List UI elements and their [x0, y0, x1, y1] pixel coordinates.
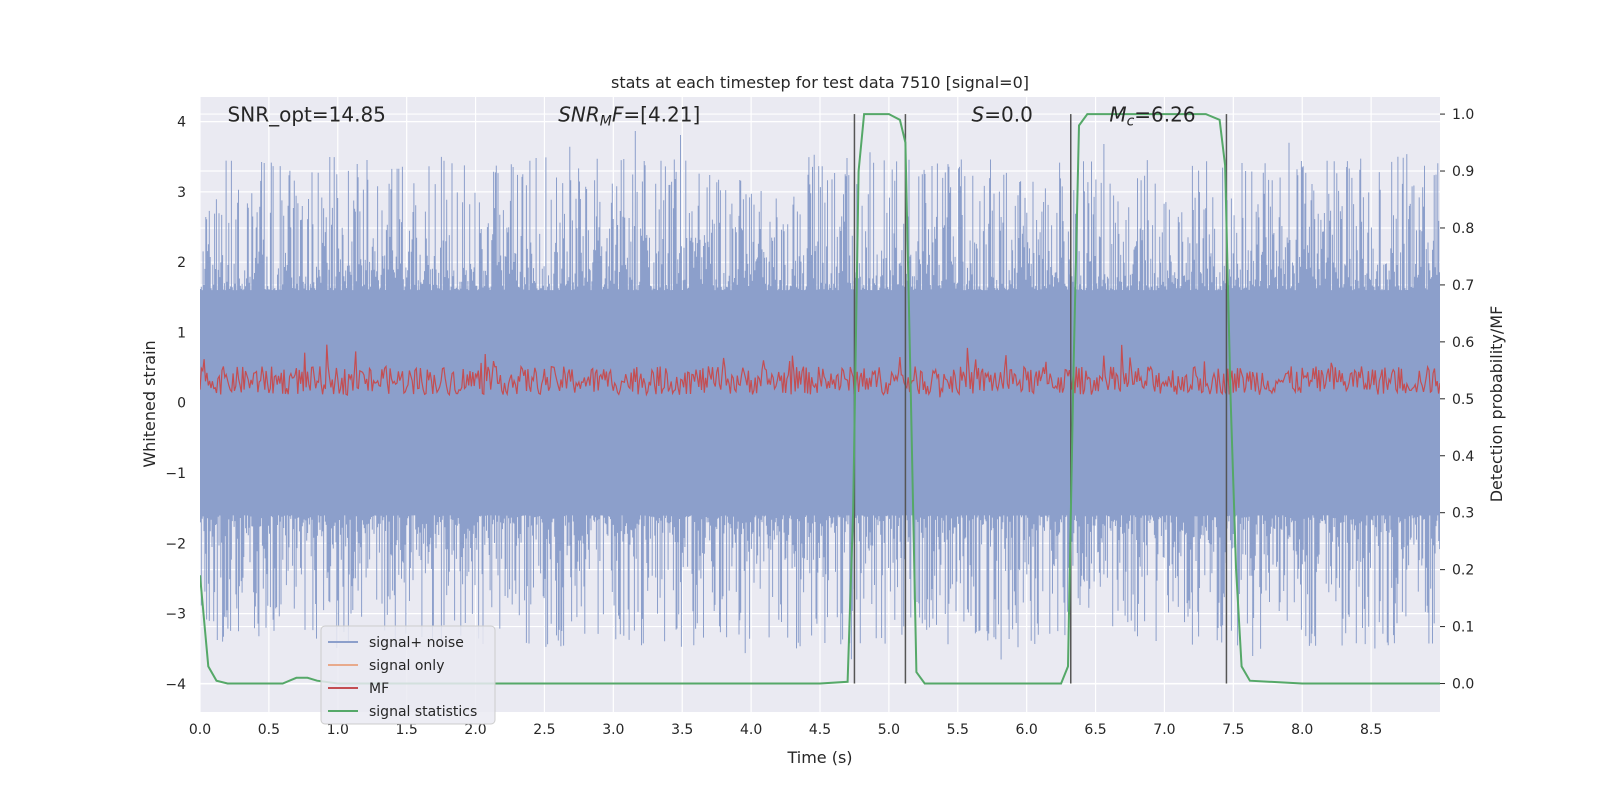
- y-tick-label-right: 0.4: [1452, 449, 1474, 465]
- y-tick-label-right: 0.5: [1452, 392, 1474, 408]
- y-tick-label-right: 0.8: [1452, 221, 1474, 237]
- y-tick-label-right: 0.7: [1452, 278, 1474, 294]
- x-tick-label: 0.5: [258, 722, 280, 738]
- x-tick-label: 7.5: [1222, 722, 1244, 738]
- x-tick-label: 4.5: [809, 722, 831, 738]
- y-tick-label-left: −1: [165, 466, 186, 482]
- y-tick-label-left: 0: [177, 396, 186, 412]
- x-ticks: 0.0 0.5 1.0 1.5 2.0 2.5 3.0 3.5 4.0 4.5 5.0 5.5 6.0 6…: [189, 722, 1382, 738]
- y-tick-label-left: −4: [165, 677, 186, 693]
- y-tick-label-right: 0.2: [1452, 563, 1474, 579]
- legend-label: MF: [369, 681, 389, 697]
- x-tick-label: 5.5: [947, 722, 969, 738]
- legend-label: signal only: [369, 658, 444, 674]
- signal-statistics-series: [200, 113, 1440, 685]
- y-tick-label-left: 3: [177, 185, 186, 201]
- x-tick-label: 3.5: [671, 722, 693, 738]
- y-axis-label-left: Whitened strain: [140, 340, 159, 467]
- mf-series: [200, 344, 1440, 398]
- x-tick-label: 6.5: [1084, 722, 1106, 738]
- y-tick-label-left: 2: [177, 255, 186, 271]
- y-tick-label-right: 0.0: [1452, 677, 1474, 693]
- y-tick-label-right: 0.3: [1452, 506, 1474, 522]
- x-tick-label: 5.0: [878, 722, 900, 738]
- y-tick-label-right: 0.9: [1452, 164, 1474, 180]
- y-ticks-left: 4 3 2 1 0 −1 −2 −3 −4: [165, 115, 186, 693]
- x-tick-label: 1.5: [396, 722, 418, 738]
- x-tick-label: 0.0: [189, 722, 211, 738]
- annotation-0: SNR_opt=14.85: [228, 103, 386, 127]
- x-tick-label: 6.0: [1016, 722, 1038, 738]
- y-tick-label-left: 1: [177, 325, 186, 341]
- y-tick-label-right: 1.0: [1452, 107, 1474, 123]
- legend-label: signal+ noise: [369, 635, 464, 651]
- x-tick-label: 4.0: [740, 722, 762, 738]
- y-axis-label-right: Detection probability/MF: [1487, 306, 1506, 503]
- y-tick-label-left: −2: [165, 536, 186, 552]
- x-tick-label: 1.0: [327, 722, 349, 738]
- x-tick-label: 2.5: [533, 722, 555, 738]
- annotation-1: SNRMF=[4.21]: [558, 103, 700, 130]
- signal-noise-line: [200, 131, 1440, 660]
- y-ticks-right: 1.0 0.9 0.8 0.7 0.6 0.5 0.4 0.3 0.2 0.1 0.0: [1440, 107, 1474, 693]
- legend-label: signal statistics: [369, 704, 477, 720]
- x-axis-label: Time (s): [786, 748, 852, 767]
- legend-box: [320, 625, 496, 725]
- y-tick-label-right: 0.6: [1452, 335, 1474, 351]
- x-tick-label: 3.0: [602, 722, 624, 738]
- annotations: SNR_opt=14.85 SNRMF=[4.21] S=0.0 Mc=6.26: [228, 103, 1196, 130]
- legend: signal+ noise signal only MF signal statist…: [320, 625, 496, 725]
- y-tick-label-left: −3: [165, 607, 186, 623]
- x-tick-label: 2.0: [464, 722, 486, 738]
- annotation-3: Mc=6.26: [1109, 103, 1195, 130]
- signal-statistics-line: [200, 113, 1440, 685]
- chart-title: stats at each timestep for test data 751…: [611, 73, 1029, 92]
- mf-line: [200, 344, 1440, 398]
- annotation-2: S=0.0: [972, 103, 1033, 127]
- x-tick-label: 7.0: [1153, 722, 1175, 738]
- x-tick-label: 8.5: [1360, 722, 1382, 738]
- y-tick-label-right: 0.1: [1452, 620, 1474, 636]
- x-tick-label: 8.0: [1291, 722, 1313, 738]
- y-tick-label-left: 4: [177, 115, 186, 131]
